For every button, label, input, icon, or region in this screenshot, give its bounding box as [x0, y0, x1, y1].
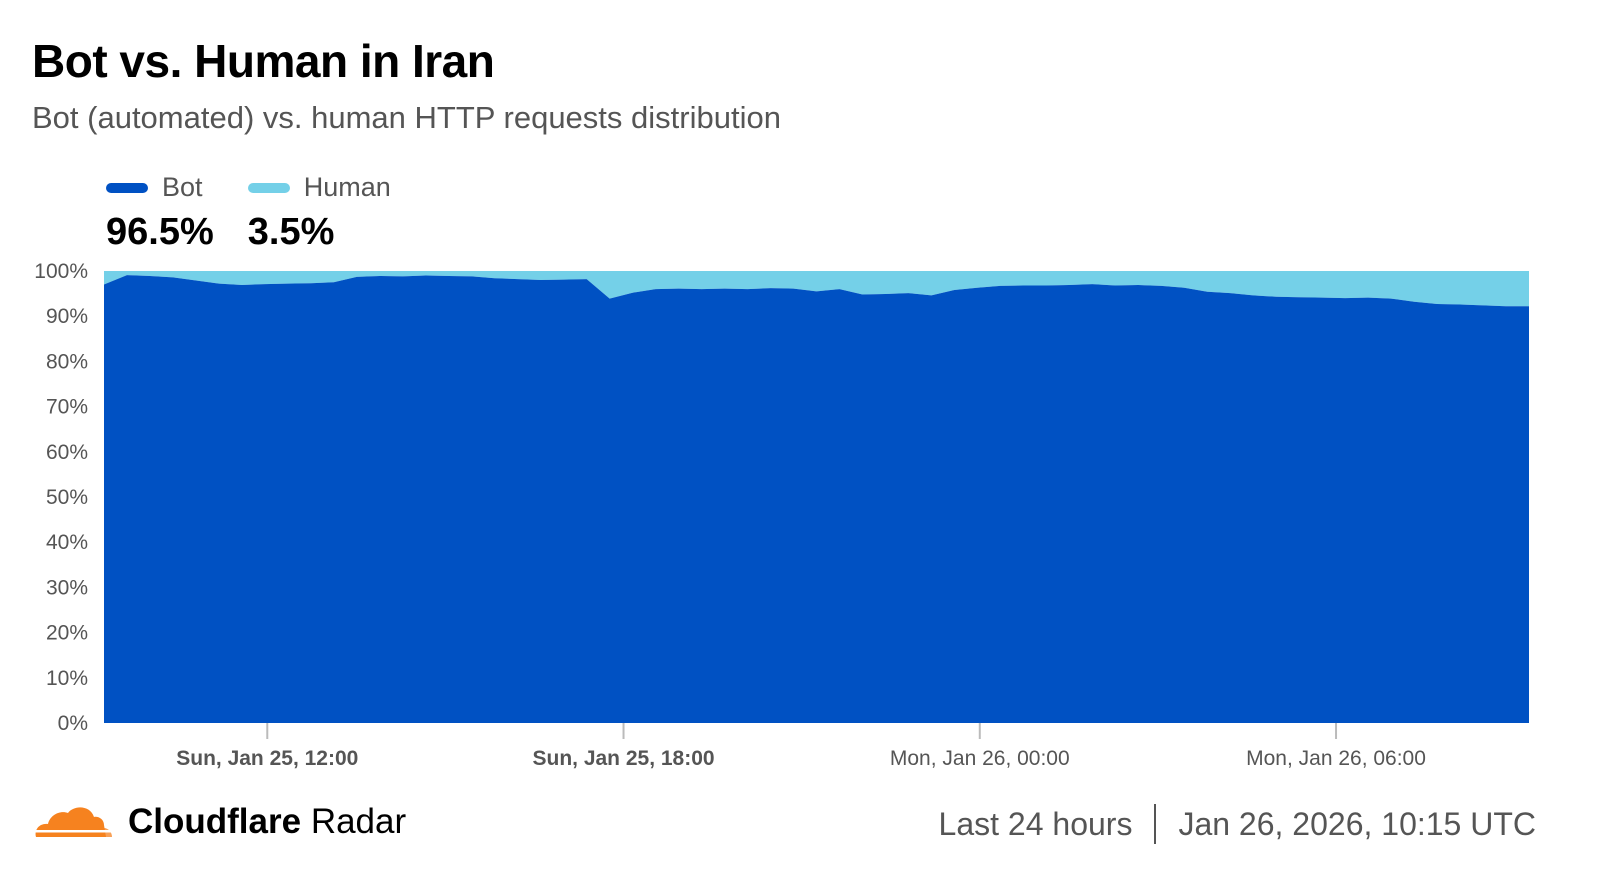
- legend-label-human: Human: [303, 172, 391, 202]
- chart-title: Bot vs. Human in Iran: [32, 35, 495, 87]
- footer: Cloudflare Radar Last 24 hours Jan 26, 2…: [0, 796, 1600, 856]
- legend: Bot 96.5% Human 3.5%: [106, 172, 391, 254]
- y-tick-label: 20%: [46, 622, 88, 645]
- y-tick-label: 80%: [46, 350, 88, 373]
- legend-swatch-human: [247, 182, 290, 193]
- brand[interactable]: Cloudflare Radar: [32, 802, 406, 842]
- meta-divider: [1154, 804, 1157, 844]
- area-chart[interactable]: 0% 10% 20% 30% 40% 50% 60% 70% 80% 90% 100% Sun, Ja…: [0, 250, 1600, 790]
- brand-name-bold: Cloudflare: [128, 802, 302, 841]
- x-tick-label: Sun, Jan 25, 18:00: [532, 747, 714, 770]
- brand-name: Cloudflare Radar: [128, 802, 406, 842]
- chart-subtitle: Bot (automated) vs. human HTTP requests …: [32, 100, 781, 135]
- x-tick-label: Mon, Jan 26, 06:00: [1246, 747, 1426, 770]
- legend-value-bot: 96.5%: [106, 211, 214, 253]
- y-tick-label: 30%: [46, 576, 88, 599]
- legend-swatch-bot: [106, 182, 148, 193]
- y-tick-label: 60%: [46, 441, 88, 464]
- brand-name-light: Radar: [310, 802, 407, 841]
- x-tick-label: Sun, Jan 25, 12:00: [176, 747, 358, 770]
- footer-meta: Last 24 hours Jan 26, 2026, 10:15 UTC: [939, 804, 1536, 844]
- series-area-human[interactable]: [104, 271, 1529, 307]
- x-tick-label: Mon, Jan 26, 00:00: [890, 747, 1070, 770]
- cloudflare-logo-icon: [32, 807, 114, 837]
- y-tick-label: 70%: [46, 396, 88, 419]
- legend-item-human[interactable]: Human 3.5%: [247, 172, 391, 254]
- series-area-bot[interactable]: [104, 275, 1529, 723]
- y-tick-label: 50%: [46, 486, 88, 509]
- legend-value-human: 3.5%: [247, 211, 335, 253]
- y-tick-label: 10%: [46, 667, 88, 690]
- y-tick-label: 0%: [58, 712, 88, 735]
- legend-item-bot[interactable]: Bot 96.5%: [106, 172, 214, 254]
- legend-label-bot: Bot: [162, 172, 203, 202]
- timestamp: Jan 26, 2026, 10:15 UTC: [1178, 805, 1536, 842]
- y-tick-label: 40%: [46, 531, 88, 554]
- y-tick-label: 90%: [46, 305, 88, 328]
- y-tick-label: 100%: [34, 260, 88, 283]
- time-range: Last 24 hours: [938, 805, 1133, 842]
